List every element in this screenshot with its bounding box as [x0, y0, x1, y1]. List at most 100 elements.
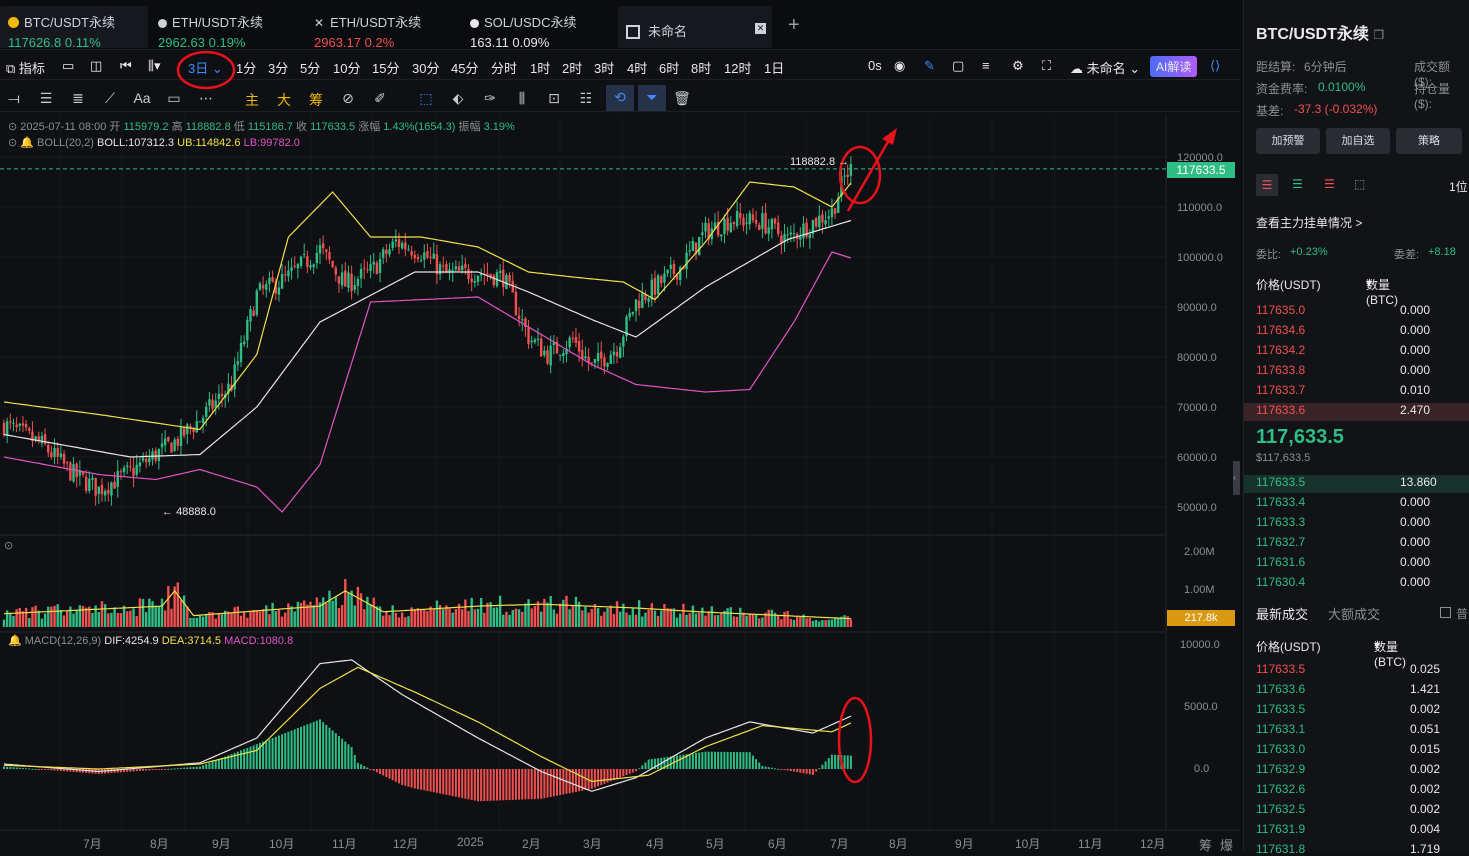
fib-icon[interactable]: ≣ [72, 90, 84, 106]
text-tool[interactable]: Aa [133, 90, 151, 106]
interval-option[interactable]: 3分 [268, 61, 289, 76]
add-watchlist-button[interactable]: 加自选 [1326, 128, 1390, 154]
ruler-icon[interactable]: ⬖ [452, 90, 464, 106]
boll-mid-line [3, 219, 852, 458]
add-tab-icon[interactable]: + [788, 14, 800, 36]
main-force-tool[interactable]: 主 [245, 92, 259, 108]
split-view-icon[interactable]: ◫ [90, 58, 103, 73]
chart-area[interactable]: ⊙ 2025-07-11 08:00 开 115979.2 高 118882.8… [0, 115, 1240, 853]
fullscreen-icon[interactable]: ⛶ [1042, 58, 1052, 73]
filter-icon[interactable]: ⏷ [638, 85, 666, 111]
bell-icon[interactable]: 🔔 [20, 137, 34, 149]
magnet-snap-icon[interactable]: ⟲ [606, 85, 634, 111]
macd-histogram-bar [704, 751, 707, 769]
tab-eth-usdt-2[interactable]: ✕ ETH/USDT永续 2963.17 0.2% [306, 6, 454, 50]
tab-latest-trades[interactable]: 最新成交 [1256, 607, 1309, 622]
camera-icon[interactable]: ◉ [894, 58, 906, 73]
magnet-icon[interactable]: ⊘ [342, 90, 354, 106]
pencil-icon[interactable]: ✎ [924, 58, 935, 73]
edit-list-icon[interactable]: ☷ [579, 90, 593, 106]
volume-bar [435, 600, 439, 627]
volume-bar [312, 605, 315, 627]
macd-histogram-bar [151, 769, 154, 771]
replay-icon[interactable]: ⏮ [120, 58, 132, 73]
interval-option[interactable]: 45分 [451, 61, 479, 76]
interval-select[interactable]: 3日 ⌄ [188, 58, 223, 77]
volume-bar [135, 615, 138, 627]
liq-corner[interactable]: 爆 [1220, 838, 1234, 853]
more-icon[interactable]: ⋯ [199, 90, 213, 106]
interval-option[interactable]: 10分 [333, 61, 361, 76]
macd-histogram-bar [398, 769, 400, 784]
interval-option[interactable]: 1时 [530, 61, 551, 76]
lock-icon[interactable]: ⊡ [548, 90, 560, 106]
depth-step-select[interactable]: 1位 [1449, 180, 1468, 194]
orderbook-bids-icon[interactable]: ☰ [1292, 177, 1303, 191]
layer-icon[interactable]: ▢ [952, 58, 965, 73]
volume-bar [745, 615, 748, 627]
interval-option[interactable]: 30分 [412, 61, 440, 76]
brush-icon[interactable]: ✑ [484, 90, 496, 106]
layout-select[interactable]: ☁ 未命名 ⌄ [1070, 58, 1140, 77]
rectangle-icon[interactable]: ▭ [167, 90, 181, 106]
interval-option[interactable]: 4时 [627, 61, 648, 76]
orderbook-asks-icon[interactable]: ☰ [1324, 177, 1335, 191]
candle-body [62, 453, 66, 464]
volume-toggle-icon[interactable]: ⊙ [4, 540, 14, 552]
copy-icon[interactable]: ❐ [1373, 28, 1385, 42]
chip-corner[interactable]: 筹 [1199, 838, 1213, 853]
chip-tool[interactable]: 筹 [309, 92, 323, 108]
main-orders-link[interactable]: 查看主力挂单情况 > [1256, 216, 1363, 230]
interval-option[interactable]: 3时 [594, 61, 615, 76]
add-alert-button[interactable]: 加预警 [1256, 128, 1320, 154]
candle-body [682, 267, 685, 270]
orderbook-chart-icon[interactable]: ⬚ [1354, 177, 1366, 191]
interval-option[interactable]: 6时 [659, 61, 680, 76]
ask-row[interactable]: 117633.6 2.470 [1244, 403, 1469, 421]
interval-option[interactable]: 5分 [300, 61, 321, 76]
strategy-button[interactable]: 策略 [1396, 128, 1462, 154]
orderbook-both-icon[interactable]: ☰ [1256, 174, 1278, 196]
bid-row[interactable]: 117633.5 13.860 [1244, 475, 1469, 493]
chart-svg[interactable] [0, 115, 1240, 852]
interval-option[interactable]: 15分 [372, 61, 400, 76]
interval-option[interactable]: 12时 [724, 61, 752, 76]
interval-option[interactable]: 8时 [691, 61, 712, 76]
chart-type-icon[interactable]: ⫼▾ [148, 58, 161, 73]
tab-large-trades[interactable]: 大额成交 [1328, 607, 1381, 622]
volume-bar [682, 603, 685, 627]
volume-bar [688, 613, 691, 627]
tab-eth-usdt[interactable]: ETH/USDT永续 2962.63 0.19% [150, 6, 298, 50]
interval-option[interactable]: 分时 [491, 61, 518, 76]
trendline-icon[interactable]: ⟋ [105, 90, 115, 106]
tab-btc-usdt[interactable]: BTC/USDT永续 117626.8 0.11% [0, 6, 148, 50]
close-tab-icon[interactable]: ✕ [755, 23, 766, 34]
macd-histogram-bar [44, 769, 47, 770]
list-icon[interactable]: ≡ [982, 58, 990, 73]
calendar-icon[interactable]: ▭ [62, 58, 75, 73]
parallel-lines-icon[interactable]: ☰ [39, 90, 53, 106]
collapse-panel-handle[interactable]: ‹ [1233, 461, 1240, 495]
filter-checkbox[interactable] [1440, 607, 1451, 618]
horizontal-line-icon[interactable]: ⟞ [8, 90, 20, 106]
interval-option[interactable]: 1分 [236, 61, 257, 76]
pen-slash-icon[interactable]: ✐ [374, 90, 386, 106]
interval-option[interactable]: 1日 [764, 61, 785, 76]
ai-interpret-button[interactable]: AI解读 [1150, 56, 1198, 77]
tab-label: BTC/USDT永续 [24, 15, 116, 30]
candle-tool-icon[interactable]: ⫼ [518, 90, 526, 106]
share-icon[interactable]: ⟨⟩ [1210, 58, 1221, 73]
indicator-button[interactable]: ⧉ 指标 [6, 58, 45, 77]
bell-icon[interactable]: 🔔 [8, 635, 22, 647]
candle-body [372, 261, 375, 265]
eye-icon[interactable]: ⊙ [8, 137, 18, 149]
tab-unnamed-layout[interactable]: 未命名 ✕ [618, 6, 772, 48]
big-order-tool[interactable]: 大 [277, 92, 291, 108]
close-tab-icon[interactable]: ✕ [314, 16, 325, 30]
settings-icon[interactable]: ⚙ [1012, 58, 1024, 73]
tab-sol-usdc[interactable]: SOL/USDC永续 163.11 0.09% [462, 6, 610, 50]
cursor-icon[interactable]: ⬚ [419, 90, 433, 106]
trash-icon[interactable]: 🗑 [673, 90, 691, 106]
interval-option[interactable]: 2时 [562, 61, 583, 76]
trade-qty: 0.002 [1410, 782, 1441, 796]
